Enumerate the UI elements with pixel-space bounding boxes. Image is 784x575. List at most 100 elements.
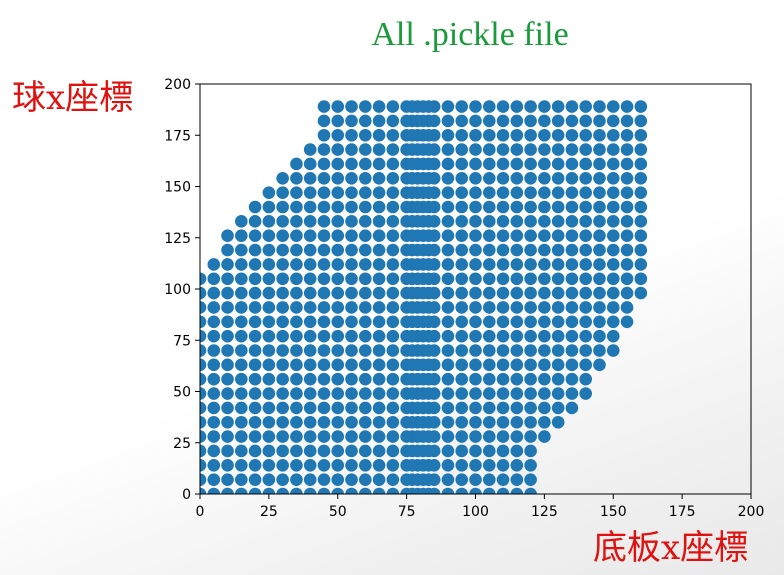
scatter-point: [317, 215, 331, 228]
scatter-point: [303, 157, 317, 171]
scatter-point: [235, 315, 248, 329]
scatter-point: [441, 415, 455, 429]
scatter-point: [372, 487, 386, 494]
scatter-point: [538, 215, 551, 228]
scatter-point: [303, 444, 317, 458]
scatter-point: [496, 186, 510, 199]
scatter-point: [482, 401, 496, 415]
scatter-point: [290, 215, 303, 228]
scatter-point: [565, 344, 579, 357]
scatter-point: [386, 344, 400, 357]
y-tick-label: 175: [164, 128, 191, 144]
scatter-point: [510, 157, 524, 171]
scatter-point: [565, 100, 579, 113]
scatter-point: [620, 157, 634, 171]
scatter-point: [331, 387, 345, 400]
scatter-point: [331, 415, 345, 429]
scatter-point: [565, 186, 579, 199]
scatter-point: [221, 301, 234, 314]
scatter-point: [276, 487, 289, 494]
scatter-point: [634, 272, 648, 286]
scatter-point: [579, 372, 592, 386]
scatter-point: [235, 372, 248, 386]
scatter-point: [469, 286, 482, 300]
scatter-point: [538, 372, 551, 386]
scatter-point: [290, 401, 303, 415]
scatter-point: [620, 114, 634, 128]
scatter-point: [372, 143, 386, 156]
scatter-point: [345, 272, 358, 286]
scatter-point: [455, 459, 469, 472]
scatter-point: [634, 100, 648, 113]
scatter-point: [620, 315, 634, 329]
scatter-point: [276, 301, 289, 314]
scatter-point: [317, 401, 331, 415]
scatter-point: [441, 344, 455, 357]
scatter-point: [593, 329, 606, 343]
scatter-point: [427, 430, 441, 443]
scatter-point: [303, 229, 317, 242]
scatter-point: [248, 372, 262, 386]
scatter-point: [496, 344, 510, 357]
scatter-point: [386, 100, 400, 113]
scatter-point: [262, 315, 276, 329]
scatter-point: [359, 372, 372, 386]
scatter-point: [455, 258, 469, 271]
scatter-point: [441, 200, 455, 214]
scatter-point: [482, 444, 496, 458]
scatter-point: [455, 143, 469, 156]
scatter-point: [207, 272, 221, 286]
scatter-point: [303, 487, 317, 494]
scatter-point: [303, 143, 317, 156]
scatter-point: [386, 301, 400, 314]
scatter-point: [469, 229, 482, 242]
scatter-point: [469, 459, 482, 472]
scatter-point: [538, 387, 551, 400]
scatter-point: [441, 473, 455, 486]
scatter-point: [221, 444, 234, 458]
scatter-point: [386, 128, 400, 142]
scatter-point: [482, 272, 496, 286]
scatter-point: [303, 415, 317, 429]
scatter-point: [248, 358, 262, 372]
scatter-point: [579, 128, 592, 142]
scatter-point: [427, 329, 441, 343]
scatter-point: [276, 200, 289, 214]
scatter-point: [317, 128, 331, 142]
scatter-point: [551, 200, 565, 214]
scatter-point: [359, 157, 372, 171]
scatter-point: [207, 387, 221, 400]
scatter-point: [427, 186, 441, 199]
scatter-point: [248, 473, 262, 486]
scatter-point: [427, 229, 441, 242]
scatter-point: [551, 329, 565, 343]
scatter-point: [359, 387, 372, 400]
scatter-point: [496, 372, 510, 386]
scatter-point: [579, 143, 592, 156]
scatter-point: [290, 430, 303, 443]
scatter-point: [200, 358, 207, 372]
scatter-point: [455, 215, 469, 228]
scatter-point: [345, 301, 358, 314]
scatter-point: [524, 186, 537, 199]
scatter-point: [359, 172, 372, 185]
scatter-point: [200, 487, 207, 494]
scatter-point: [359, 315, 372, 329]
scatter-point: [482, 286, 496, 300]
scatter-point: [482, 128, 496, 142]
scatter-point: [317, 100, 331, 113]
scatter-point: [510, 473, 524, 486]
scatter-point: [235, 358, 248, 372]
scatter-point: [634, 128, 648, 142]
scatter-point: [565, 143, 579, 156]
scatter-point: [606, 128, 620, 142]
scatter-point: [510, 372, 524, 386]
scatter-point: [317, 157, 331, 171]
scatter-point: [469, 114, 482, 128]
scatter-point: [317, 200, 331, 214]
scatter-point: [386, 430, 400, 443]
scatter-point: [248, 415, 262, 429]
scatter-point: [331, 200, 345, 214]
scatter-point: [606, 215, 620, 228]
scatter-point: [386, 329, 400, 343]
